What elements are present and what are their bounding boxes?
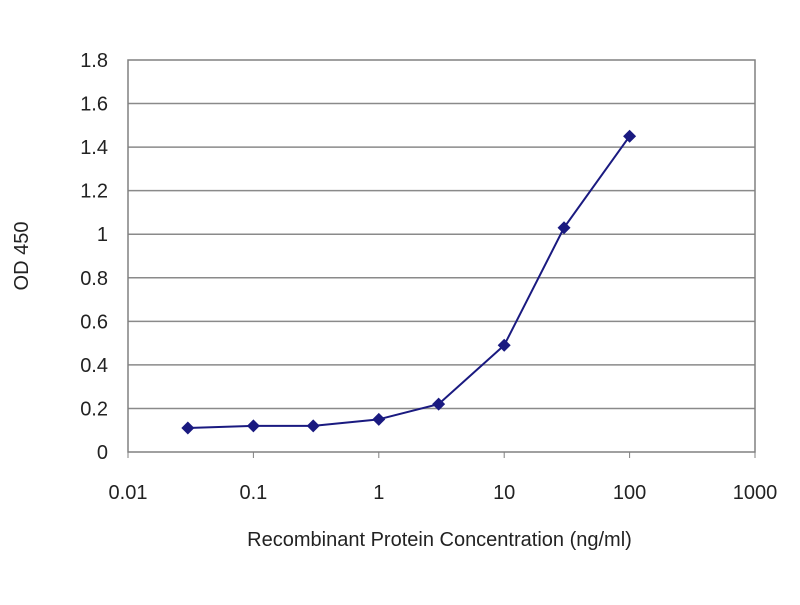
y-tick-label: 1.8 <box>80 50 108 72</box>
x-axis-title: Recombinant Protein Concentration (ng/ml… <box>247 529 632 551</box>
y-tick-label: 1.6 <box>80 94 108 116</box>
series-line <box>187 135 631 430</box>
y-tick-label: 1.2 <box>80 181 108 203</box>
x-axis-tick-labels: 0.01 0.1 1 10 100 1000 <box>109 452 778 504</box>
gridlines <box>128 102 755 410</box>
data-point <box>181 421 195 435</box>
y-tick-label: 0.2 <box>80 398 108 420</box>
data-point <box>306 419 320 433</box>
data-point <box>557 221 571 235</box>
x-tick-label: 10 <box>493 482 515 504</box>
x-tick-label: 1000 <box>733 482 778 504</box>
y-tick-label: 0.8 <box>80 268 108 290</box>
y-axis-title: OD 450 <box>11 222 33 291</box>
y-tick-label: 0 <box>97 442 108 464</box>
x-tick-label: 0.01 <box>109 482 148 504</box>
series-layer <box>181 129 637 435</box>
data-point <box>432 397 446 411</box>
y-tick-label: 0.4 <box>80 355 108 377</box>
data-point <box>623 129 637 143</box>
x-tick-label: 1 <box>373 482 384 504</box>
y-tick-label: 1.4 <box>80 137 108 159</box>
data-point <box>246 419 260 433</box>
x-tick-label: 100 <box>613 482 646 504</box>
y-axis-tick-labels: 0 0.2 0.4 0.6 0.8 1 1.2 1.4 1.6 1.8 <box>80 50 108 464</box>
x-tick-label: 0.1 <box>239 482 267 504</box>
plot-area-border <box>127 59 756 453</box>
data-point <box>372 412 386 426</box>
y-tick-label: 1 <box>97 224 108 246</box>
data-point <box>497 338 511 352</box>
y-tick-label: 0.6 <box>80 311 108 333</box>
